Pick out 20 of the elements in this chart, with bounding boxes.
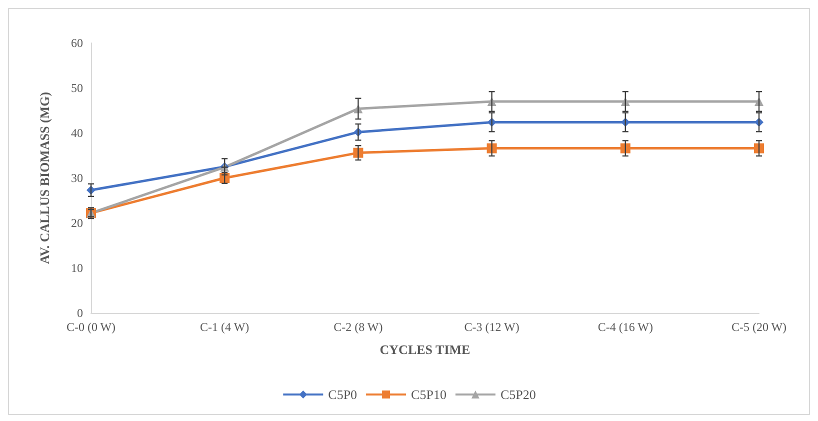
x-axis-title: CYCLES TIME	[380, 342, 470, 357]
x-tick-label: C-2 (8 W)	[334, 320, 383, 334]
x-tick-label: C-3 (12 W)	[464, 320, 520, 334]
legend-label: C5P0	[328, 387, 358, 402]
point	[754, 143, 764, 154]
y-tick-label: 10	[71, 261, 83, 275]
y-tick-label: 50	[71, 81, 83, 95]
legend-label: C5P10	[411, 387, 446, 402]
x-tick-label: C-5 (20 W)	[731, 320, 787, 334]
y-tick-label: 0	[77, 306, 83, 320]
x-tick-label: C-0 (0 W)	[66, 320, 116, 334]
legend-label: C5P20	[500, 387, 536, 402]
y-tick-label: 60	[71, 36, 83, 50]
y-tick-label: 40	[71, 126, 83, 140]
x-tick-label: C-1 (4 W)	[200, 320, 250, 334]
y-tick-label: 20	[71, 216, 83, 230]
y-tick-label: 30	[71, 171, 83, 185]
x-tick-label: C-4 (16 W)	[598, 320, 653, 334]
y-axis-title: AV. CALLUS BIOMASS (MG)	[37, 92, 52, 264]
point	[620, 143, 630, 154]
